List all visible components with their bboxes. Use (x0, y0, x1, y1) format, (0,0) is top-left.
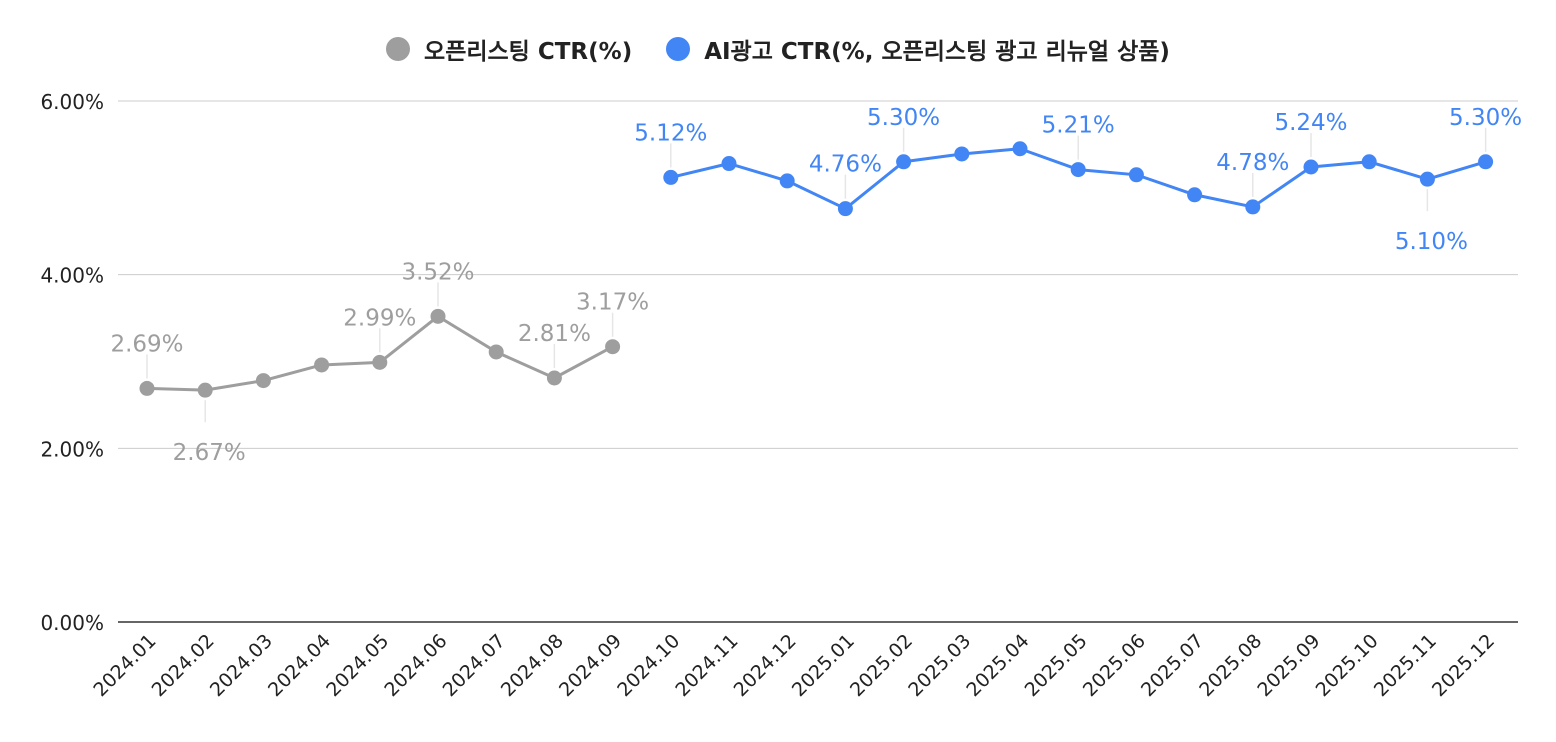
data-label: 5.30% (1449, 105, 1522, 131)
data-label: 5.12% (634, 120, 707, 146)
y-tick-label: 2.00% (40, 437, 104, 461)
data-point-1 (1187, 187, 1203, 203)
data-point-1 (1303, 159, 1319, 175)
data-point-1 (837, 201, 853, 217)
x-tick-label: 2024.05 (322, 630, 393, 701)
data-point-1 (896, 154, 912, 170)
data-point-0 (605, 339, 621, 355)
legend-item-openlisting[interactable]: 오픈리스팅 CTR(%) (386, 32, 632, 66)
data-point-1 (721, 156, 737, 172)
legend-item-ai-ad[interactable]: AI광고 CTR(%, 오픈리스팅 광고 리뉴얼 상품) (666, 32, 1170, 66)
y-tick-label: 0.00% (40, 611, 104, 635)
data-label: 5.30% (867, 105, 940, 131)
data-point-1 (779, 173, 795, 189)
chart-legend: 오픈리스팅 CTR(%) AI광고 CTR(%, 오픈리스팅 광고 리뉴얼 상품… (0, 32, 1556, 66)
data-point-0 (255, 373, 271, 389)
data-point-0 (314, 357, 330, 373)
data-point-1 (1478, 154, 1494, 170)
data-point-0 (488, 344, 504, 360)
data-point-1 (1070, 162, 1086, 178)
data-label: 4.76% (809, 152, 882, 178)
data-label: 5.21% (1042, 113, 1115, 139)
x-tick-label: 2025.05 (1021, 630, 1092, 701)
x-tick-label: 2025.08 (1195, 630, 1266, 701)
legend-marker-ai-ad (666, 37, 691, 61)
data-point-1 (1012, 141, 1028, 157)
legend-marker-openlisting (386, 37, 411, 61)
data-label: 4.78% (1216, 150, 1289, 176)
data-label: 2.69% (110, 331, 183, 357)
y-tick-label: 6.00% (40, 90, 104, 114)
data-point-1 (1245, 199, 1261, 215)
data-point-0 (372, 354, 388, 370)
x-tick-label: 2025.04 (962, 630, 1033, 701)
x-tick-label: 2025.02 (846, 630, 917, 701)
x-tick-label: 2024.12 (730, 630, 801, 701)
x-tick-label: 2025.06 (1079, 630, 1150, 701)
data-point-0 (197, 382, 213, 398)
data-label: 5.10% (1395, 229, 1468, 255)
data-point-1 (1419, 171, 1435, 187)
data-point-1 (1361, 154, 1377, 170)
x-tick-label: 2025.12 (1428, 630, 1499, 701)
x-tick-label: 2025.07 (1137, 630, 1208, 701)
data-label: 3.52% (401, 259, 474, 285)
data-point-0 (139, 380, 155, 396)
x-tick-label: 2024.04 (264, 630, 335, 701)
x-tick-label: 2024.02 (148, 630, 219, 701)
x-tick-label: 2025.01 (788, 630, 859, 701)
data-label: 5.24% (1274, 110, 1347, 136)
data-point-0 (546, 370, 562, 386)
x-tick-label: 2024.07 (439, 630, 510, 701)
y-tick-label: 4.00% (40, 264, 104, 288)
data-point-0 (430, 308, 446, 324)
data-label: 2.81% (518, 321, 591, 347)
x-tick-label: 2024.01 (89, 630, 160, 701)
x-tick-label: 2024.09 (555, 630, 626, 701)
x-tick-label: 2025.11 (1370, 630, 1441, 701)
x-tick-label: 2025.10 (1312, 630, 1383, 701)
x-tick-label: 2025.03 (904, 630, 975, 701)
data-label: 2.99% (343, 305, 416, 331)
legend-label-openlisting: 오픈리스팅 CTR(%) (424, 39, 633, 65)
data-point-1 (663, 169, 679, 185)
x-tick-label: 2025.09 (1253, 630, 1324, 701)
data-point-1 (954, 146, 970, 162)
x-tick-label: 2024.11 (671, 630, 742, 701)
data-label: 2.67% (173, 440, 246, 466)
data-point-1 (1128, 167, 1144, 183)
x-tick-label: 2024.08 (497, 630, 568, 701)
x-tick-label: 2024.06 (380, 630, 451, 701)
data-label: 3.17% (576, 290, 649, 316)
x-tick-label: 2024.10 (613, 630, 684, 701)
x-tick-label: 2024.03 (206, 630, 277, 701)
legend-label-ai-ad: AI광고 CTR(%, 오픈리스팅 광고 리뉴얼 상품) (704, 39, 1170, 65)
